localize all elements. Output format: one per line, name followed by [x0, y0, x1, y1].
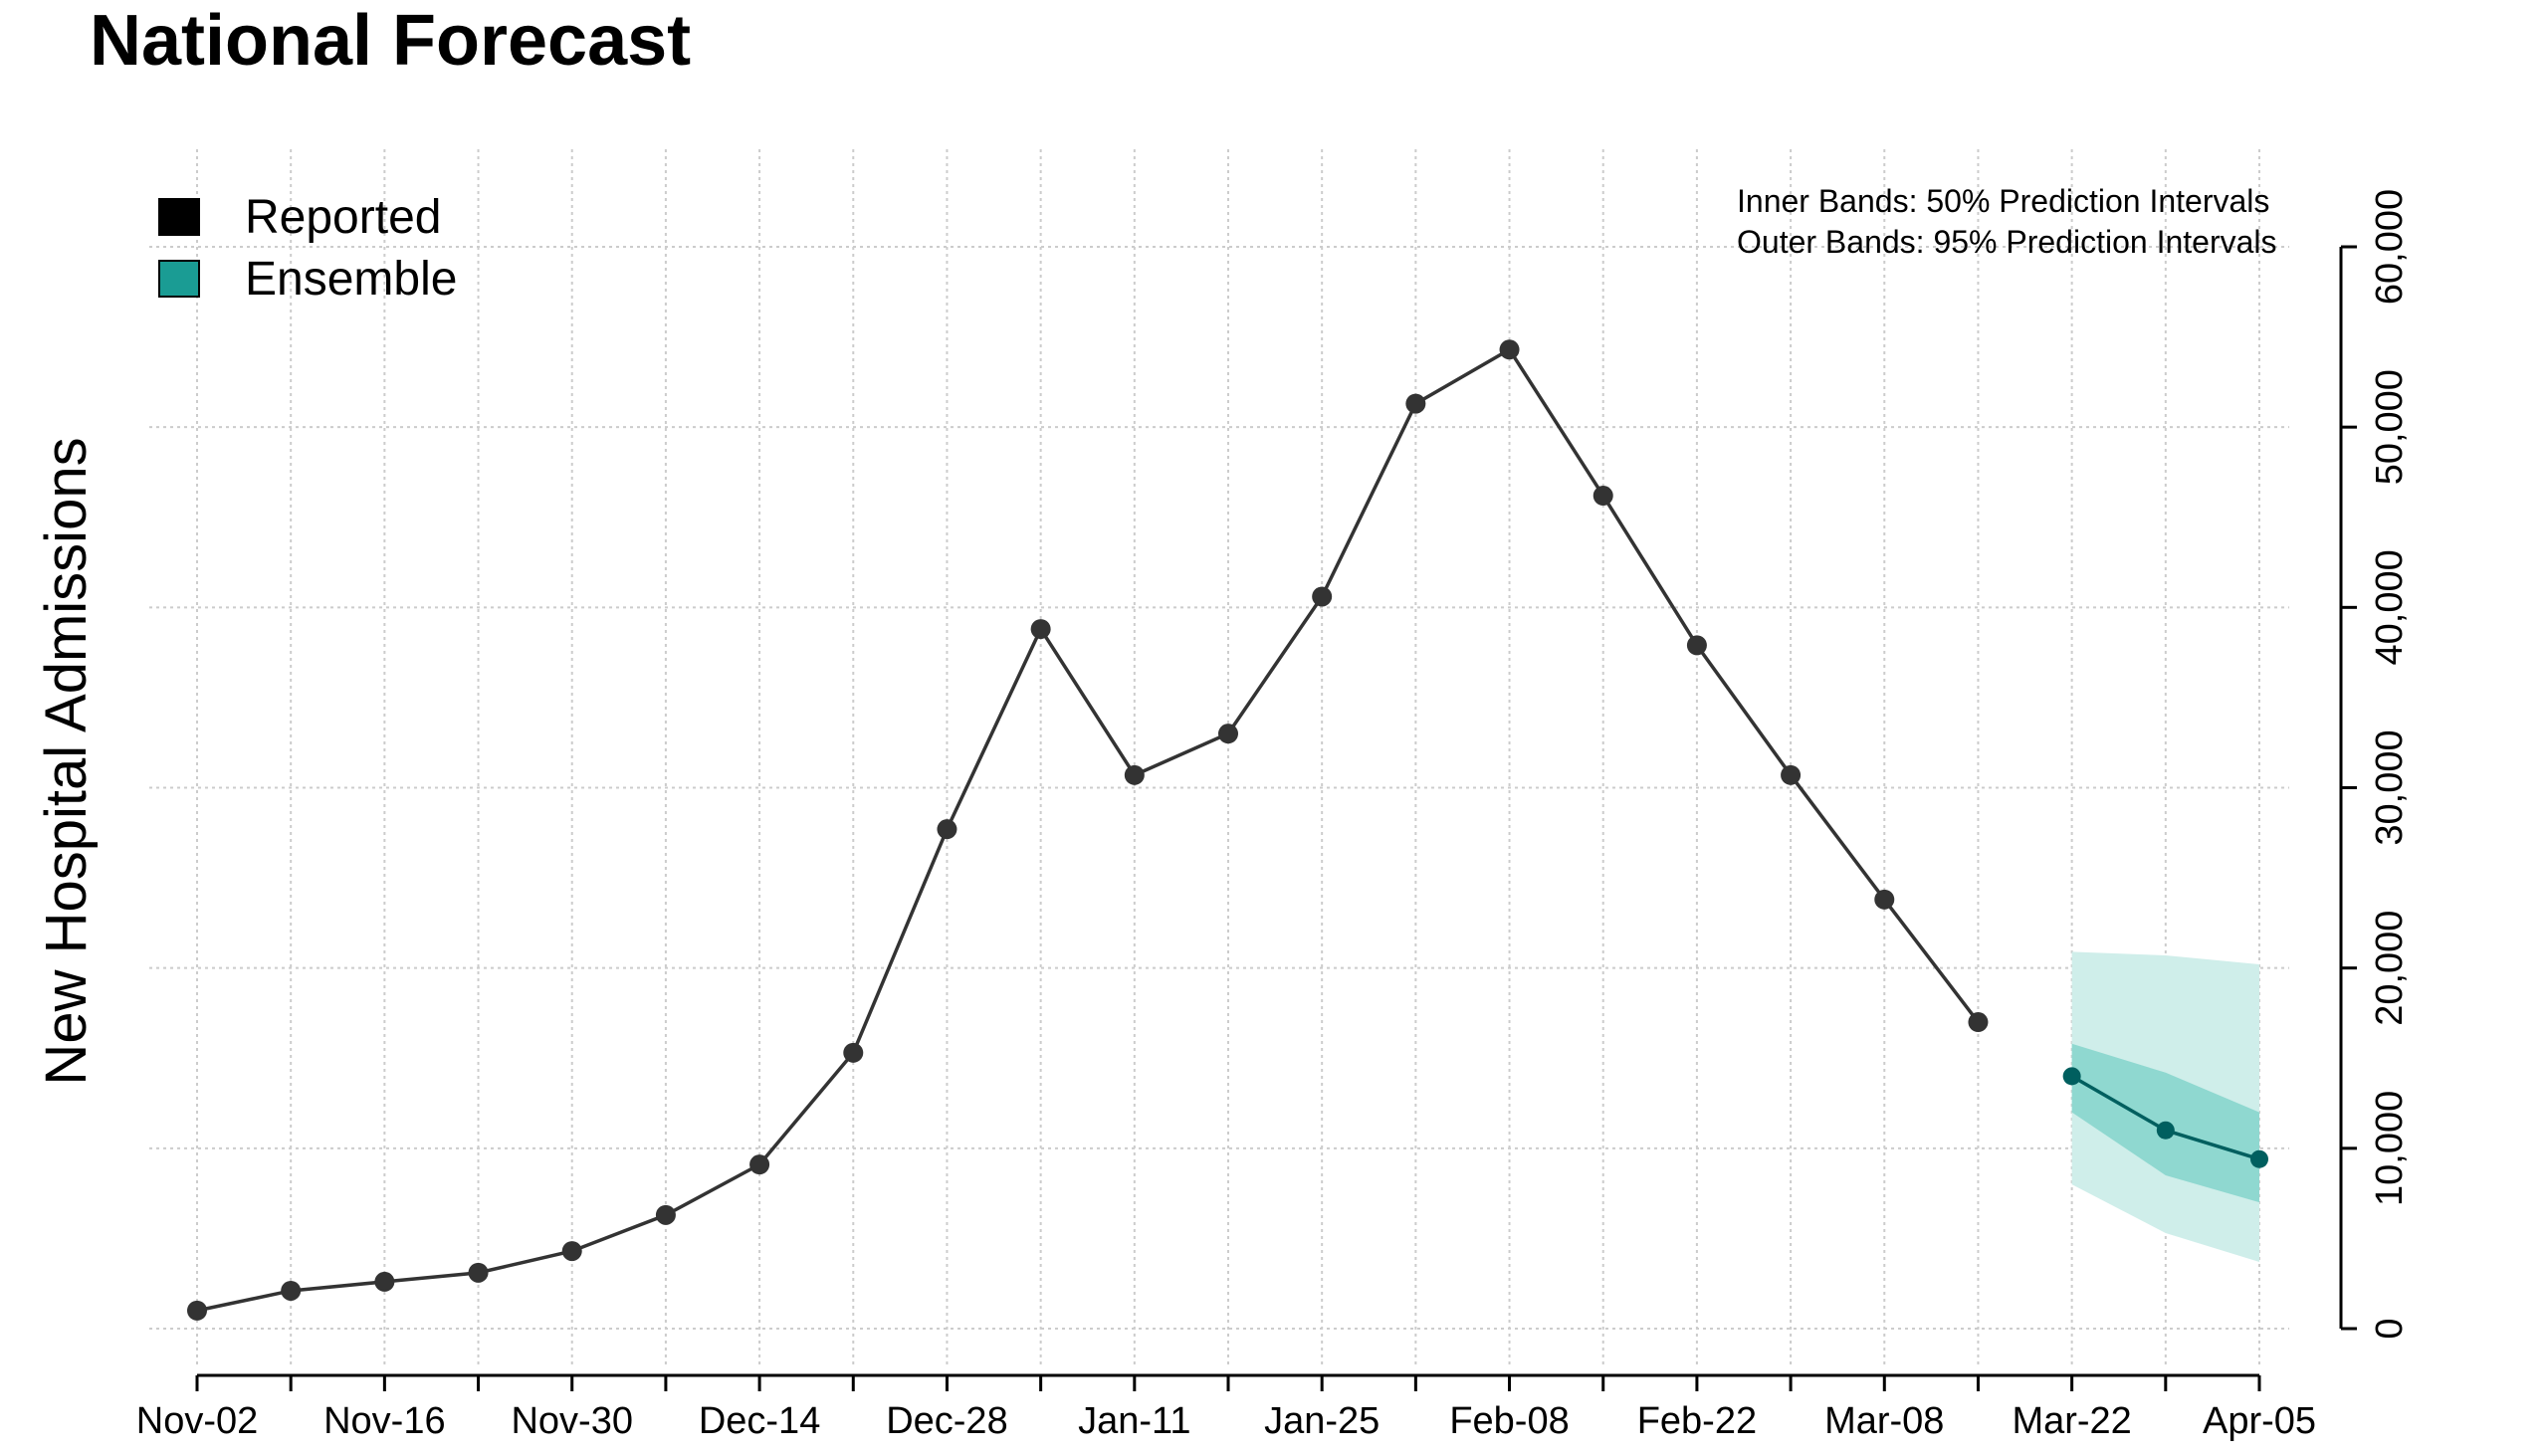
reported-point	[937, 819, 957, 840]
reported-point	[468, 1262, 489, 1283]
prediction-bands	[2071, 951, 2259, 1262]
y-tick-label: 0	[2369, 1318, 2411, 1339]
y-tick-label: 40,000	[2369, 549, 2411, 665]
band-annotation: Outer Bands: 95% Prediction Intervals	[1737, 224, 2277, 260]
ensemble-point	[2250, 1149, 2268, 1168]
reported-point	[1218, 724, 1238, 744]
reported-point	[655, 1204, 676, 1225]
reported-point	[1405, 393, 1426, 414]
legend-label-reported: Reported	[245, 191, 441, 244]
reported-point	[561, 1241, 582, 1262]
y-tick-label: 20,000	[2369, 911, 2411, 1026]
reported-point	[1312, 586, 1333, 607]
reported-point	[1124, 764, 1145, 785]
reported-point	[1499, 339, 1520, 360]
ensemble-point	[2062, 1067, 2081, 1086]
legend-swatch-ensemble	[158, 260, 200, 298]
grid-lines	[149, 149, 2289, 1365]
x-tick-label: Nov-16	[323, 1400, 446, 1442]
x-tick-label: Jan-11	[1078, 1400, 1190, 1442]
annotations: Inner Bands: 50% Prediction Intervals Out…	[1737, 183, 2277, 260]
y-tick-label: 50,000	[2369, 369, 2411, 485]
x-tick-label: Feb-22	[1637, 1400, 1757, 1442]
reported-point	[1874, 889, 1895, 910]
x-tick-label: Nov-30	[511, 1400, 633, 1442]
reported-point	[1781, 764, 1802, 785]
reported-point	[374, 1271, 395, 1292]
reported-point	[843, 1042, 864, 1063]
axis-labels: Nov-02 Nov-16 Nov-30 Dec-14 Dec-28 Jan-11 Jan-…	[34, 189, 2411, 1442]
reported-point	[1686, 635, 1707, 656]
x-tick-label: Apr-05	[2203, 1400, 2316, 1442]
y-tick-label: 60,000	[2369, 189, 2411, 305]
x-tick-label: Mar-08	[1824, 1400, 1944, 1442]
series-points	[187, 339, 2268, 1321]
y-axis-title: New Hospital Admissions	[34, 437, 99, 1085]
x-tick-label: Dec-14	[699, 1400, 821, 1442]
x-tick-label: Nov-02	[136, 1400, 259, 1442]
reported-point	[1030, 619, 1051, 640]
axes	[195, 245, 2357, 1391]
x-tick-label: Dec-28	[886, 1400, 1008, 1442]
x-tick-label: Feb-08	[1449, 1400, 1569, 1442]
reported-point	[1592, 486, 1613, 507]
reported-point	[281, 1280, 302, 1301]
y-tick-label: 30,000	[2369, 729, 2411, 845]
legend-swatch-reported	[158, 198, 200, 236]
reported-line	[196, 346, 1980, 1313]
x-tick-label: Mar-22	[2012, 1400, 2131, 1442]
legend: Reported Ensemble	[158, 191, 457, 306]
x-tick-label: Jan-25	[1264, 1400, 1380, 1442]
reported-point	[1968, 1012, 1989, 1033]
reported-point	[187, 1300, 207, 1321]
legend-label-ensemble: Ensemble	[245, 253, 457, 306]
y-tick-label: 10,000	[2369, 1091, 2411, 1206]
band-annotation: Inner Bands: 50% Prediction Intervals	[1737, 183, 2269, 219]
reported-point	[749, 1154, 770, 1175]
ensemble-point	[2156, 1121, 2175, 1140]
chart-title: National Forecast	[90, 1, 692, 81]
